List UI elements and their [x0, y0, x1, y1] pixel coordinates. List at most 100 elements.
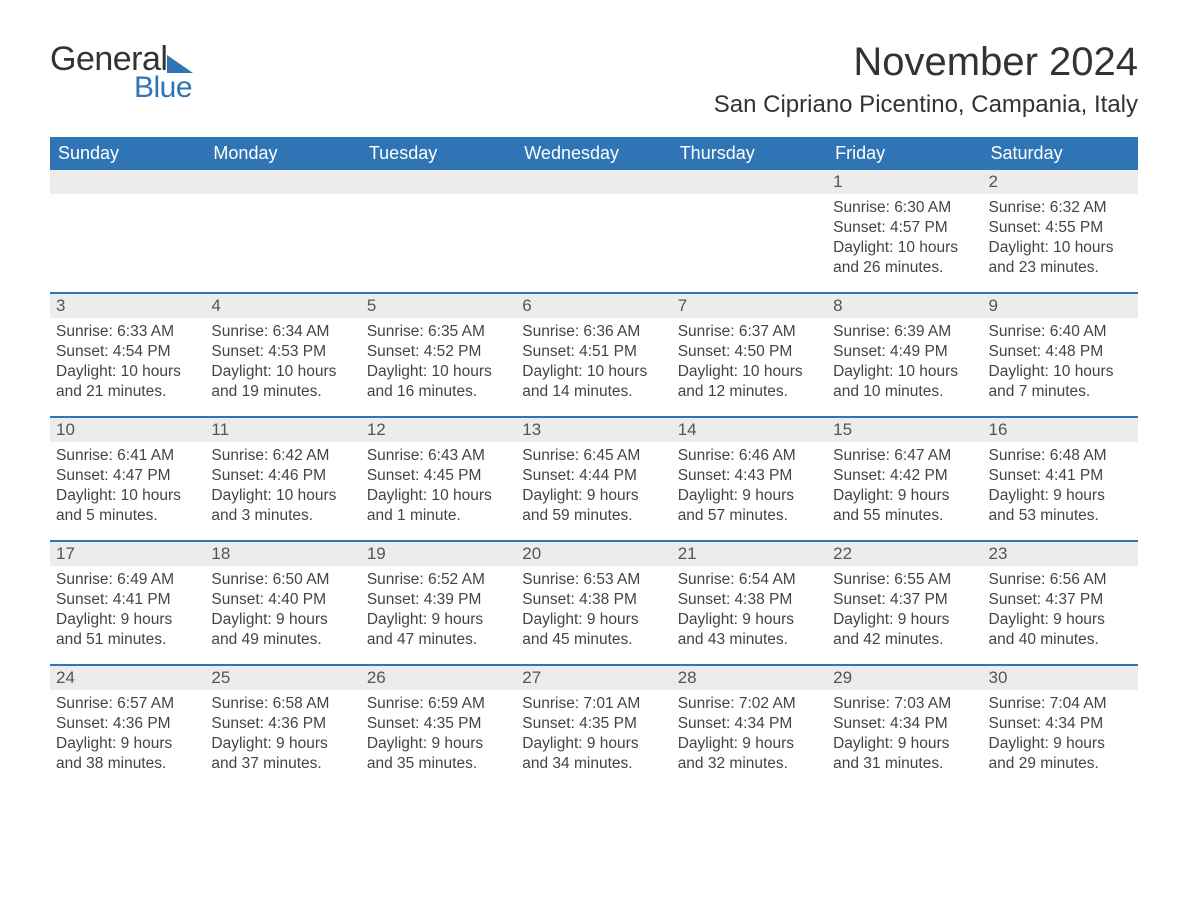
sunset-text: Sunset: 4:34 PM	[678, 714, 821, 734]
week-row: 3Sunrise: 6:33 AMSunset: 4:54 PMDaylight…	[50, 292, 1138, 416]
day-body: Sunrise: 6:43 AMSunset: 4:45 PMDaylight:…	[361, 442, 516, 533]
day-body: Sunrise: 6:41 AMSunset: 4:47 PMDaylight:…	[50, 442, 205, 533]
daylight-text: Daylight: 10 hours and 14 minutes.	[522, 362, 665, 402]
day-cell: 11Sunrise: 6:42 AMSunset: 4:46 PMDayligh…	[205, 418, 360, 540]
daylight-text: Daylight: 9 hours and 37 minutes.	[211, 734, 354, 774]
daylight-text: Daylight: 9 hours and 35 minutes.	[367, 734, 510, 774]
day-number: 27	[516, 666, 671, 690]
day-cell: 25Sunrise: 6:58 AMSunset: 4:36 PMDayligh…	[205, 666, 360, 788]
daylight-text: Daylight: 10 hours and 5 minutes.	[56, 486, 199, 526]
day-cell: 21Sunrise: 6:54 AMSunset: 4:38 PMDayligh…	[672, 542, 827, 664]
calendar: Sunday Monday Tuesday Wednesday Thursday…	[50, 137, 1138, 788]
day-number	[361, 170, 516, 194]
calendar-page: General Blue November 2024 San Cipriano …	[0, 0, 1188, 838]
day-number: 6	[516, 294, 671, 318]
sunrise-text: Sunrise: 6:39 AM	[833, 322, 976, 342]
day-body: Sunrise: 6:46 AMSunset: 4:43 PMDaylight:…	[672, 442, 827, 533]
day-number	[50, 170, 205, 194]
day-number: 12	[361, 418, 516, 442]
day-body: Sunrise: 6:49 AMSunset: 4:41 PMDaylight:…	[50, 566, 205, 657]
day-number: 16	[983, 418, 1138, 442]
sunrise-text: Sunrise: 6:49 AM	[56, 570, 199, 590]
title-block: November 2024 San Cipriano Picentino, Ca…	[714, 40, 1138, 119]
day-number: 4	[205, 294, 360, 318]
day-number: 29	[827, 666, 982, 690]
daylight-text: Daylight: 10 hours and 1 minute.	[367, 486, 510, 526]
sunrise-text: Sunrise: 6:42 AM	[211, 446, 354, 466]
day-cell	[672, 170, 827, 292]
day-cell: 8Sunrise: 6:39 AMSunset: 4:49 PMDaylight…	[827, 294, 982, 416]
weekday-header: Sunday	[50, 137, 205, 170]
day-cell: 23Sunrise: 6:56 AMSunset: 4:37 PMDayligh…	[983, 542, 1138, 664]
day-number	[672, 170, 827, 194]
day-body: Sunrise: 6:59 AMSunset: 4:35 PMDaylight:…	[361, 690, 516, 781]
daylight-text: Daylight: 9 hours and 59 minutes.	[522, 486, 665, 526]
week-row: 24Sunrise: 6:57 AMSunset: 4:36 PMDayligh…	[50, 664, 1138, 788]
daylight-text: Daylight: 9 hours and 47 minutes.	[367, 610, 510, 650]
day-number: 25	[205, 666, 360, 690]
sunrise-text: Sunrise: 6:41 AM	[56, 446, 199, 466]
day-body: Sunrise: 6:52 AMSunset: 4:39 PMDaylight:…	[361, 566, 516, 657]
day-cell: 22Sunrise: 6:55 AMSunset: 4:37 PMDayligh…	[827, 542, 982, 664]
sunset-text: Sunset: 4:42 PM	[833, 466, 976, 486]
sunset-text: Sunset: 4:41 PM	[56, 590, 199, 610]
sunrise-text: Sunrise: 6:46 AM	[678, 446, 821, 466]
sunset-text: Sunset: 4:36 PM	[56, 714, 199, 734]
day-number: 30	[983, 666, 1138, 690]
day-number	[516, 170, 671, 194]
day-number: 2	[983, 170, 1138, 194]
day-cell: 29Sunrise: 7:03 AMSunset: 4:34 PMDayligh…	[827, 666, 982, 788]
day-number: 24	[50, 666, 205, 690]
sunset-text: Sunset: 4:35 PM	[522, 714, 665, 734]
day-cell: 1Sunrise: 6:30 AMSunset: 4:57 PMDaylight…	[827, 170, 982, 292]
daylight-text: Daylight: 10 hours and 26 minutes.	[833, 238, 976, 278]
sunset-text: Sunset: 4:54 PM	[56, 342, 199, 362]
sunrise-text: Sunrise: 6:43 AM	[367, 446, 510, 466]
day-number	[205, 170, 360, 194]
day-number: 15	[827, 418, 982, 442]
sunrise-text: Sunrise: 6:56 AM	[989, 570, 1132, 590]
day-number: 26	[361, 666, 516, 690]
sunrise-text: Sunrise: 6:34 AM	[211, 322, 354, 342]
sunset-text: Sunset: 4:40 PM	[211, 590, 354, 610]
sunset-text: Sunset: 4:34 PM	[989, 714, 1132, 734]
day-cell	[50, 170, 205, 292]
daylight-text: Daylight: 9 hours and 45 minutes.	[522, 610, 665, 650]
weekday-header: Saturday	[983, 137, 1138, 170]
day-number: 22	[827, 542, 982, 566]
day-body: Sunrise: 6:50 AMSunset: 4:40 PMDaylight:…	[205, 566, 360, 657]
day-cell: 15Sunrise: 6:47 AMSunset: 4:42 PMDayligh…	[827, 418, 982, 540]
day-body: Sunrise: 6:54 AMSunset: 4:38 PMDaylight:…	[672, 566, 827, 657]
day-body: Sunrise: 6:32 AMSunset: 4:55 PMDaylight:…	[983, 194, 1138, 285]
daylight-text: Daylight: 10 hours and 16 minutes.	[367, 362, 510, 402]
weekday-header-row: Sunday Monday Tuesday Wednesday Thursday…	[50, 137, 1138, 170]
day-cell: 28Sunrise: 7:02 AMSunset: 4:34 PMDayligh…	[672, 666, 827, 788]
day-number: 8	[827, 294, 982, 318]
day-number: 11	[205, 418, 360, 442]
day-body: Sunrise: 6:37 AMSunset: 4:50 PMDaylight:…	[672, 318, 827, 409]
day-cell: 3Sunrise: 6:33 AMSunset: 4:54 PMDaylight…	[50, 294, 205, 416]
daylight-text: Daylight: 9 hours and 40 minutes.	[989, 610, 1132, 650]
day-cell: 18Sunrise: 6:50 AMSunset: 4:40 PMDayligh…	[205, 542, 360, 664]
daylight-text: Daylight: 10 hours and 12 minutes.	[678, 362, 821, 402]
sunset-text: Sunset: 4:51 PM	[522, 342, 665, 362]
sunrise-text: Sunrise: 6:47 AM	[833, 446, 976, 466]
sunset-text: Sunset: 4:38 PM	[522, 590, 665, 610]
day-number: 19	[361, 542, 516, 566]
sunset-text: Sunset: 4:38 PM	[678, 590, 821, 610]
daylight-text: Daylight: 10 hours and 23 minutes.	[989, 238, 1132, 278]
day-number: 21	[672, 542, 827, 566]
sunset-text: Sunset: 4:49 PM	[833, 342, 976, 362]
sunrise-text: Sunrise: 7:03 AM	[833, 694, 976, 714]
sunset-text: Sunset: 4:43 PM	[678, 466, 821, 486]
sunrise-text: Sunrise: 6:45 AM	[522, 446, 665, 466]
day-body: Sunrise: 6:57 AMSunset: 4:36 PMDaylight:…	[50, 690, 205, 781]
sunset-text: Sunset: 4:52 PM	[367, 342, 510, 362]
day-cell: 7Sunrise: 6:37 AMSunset: 4:50 PMDaylight…	[672, 294, 827, 416]
day-body: Sunrise: 6:34 AMSunset: 4:53 PMDaylight:…	[205, 318, 360, 409]
daylight-text: Daylight: 10 hours and 21 minutes.	[56, 362, 199, 402]
day-number: 18	[205, 542, 360, 566]
sunset-text: Sunset: 4:48 PM	[989, 342, 1132, 362]
daylight-text: Daylight: 9 hours and 31 minutes.	[833, 734, 976, 774]
daylight-text: Daylight: 9 hours and 53 minutes.	[989, 486, 1132, 526]
